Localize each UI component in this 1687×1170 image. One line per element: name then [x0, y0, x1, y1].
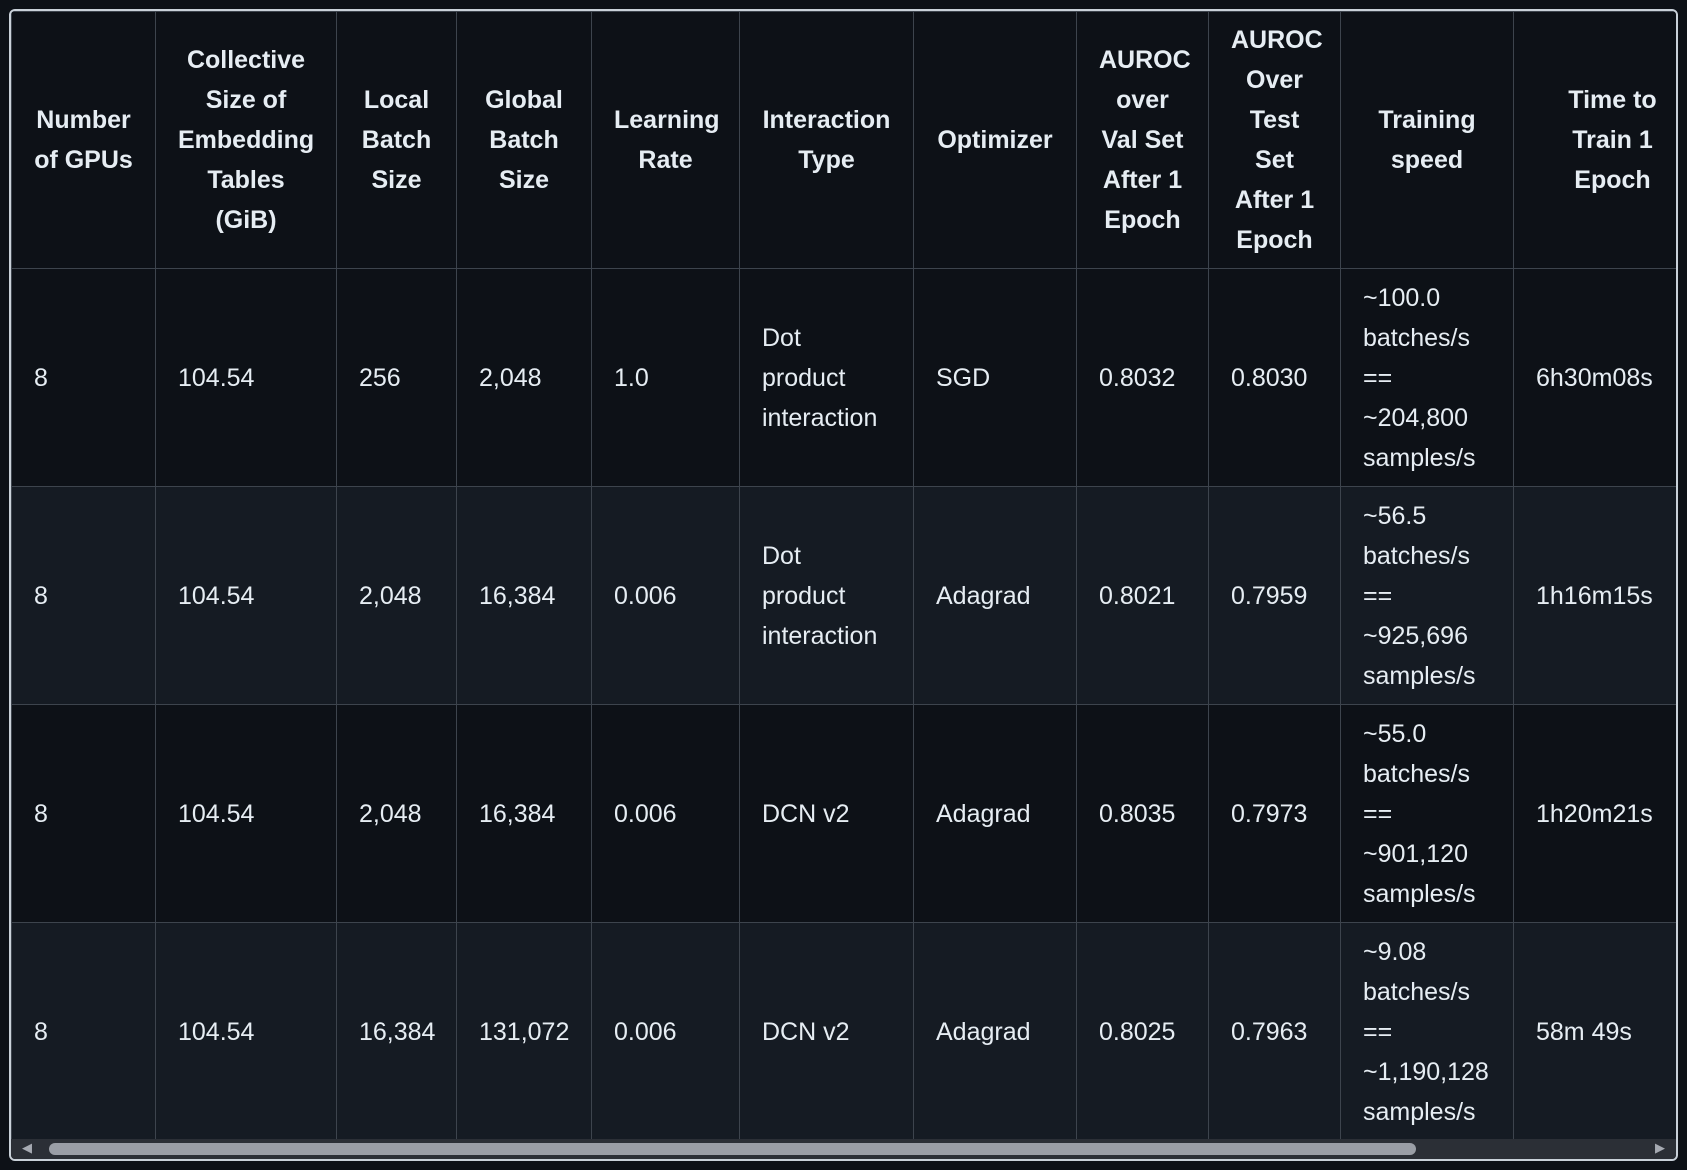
table-cell: 104.54 — [155, 922, 337, 1141]
table-cell: ~56.5 batches/s == ~925,696 samples/s — [1340, 486, 1514, 705]
table-cell: DCN v2 — [739, 922, 914, 1141]
table-cell: 16,384 — [456, 486, 592, 705]
table-cell: 0.006 — [591, 486, 740, 705]
table-cell: 0.006 — [591, 704, 740, 923]
horizontal-scrollbar[interactable]: ◀ ▶ — [11, 1139, 1676, 1159]
table-scroll-area[interactable]: Number of GPUs Collective Size of Embedd… — [11, 11, 1676, 1143]
table-cell: 104.54 — [155, 486, 337, 705]
header-cell: AUROC Over Test Set After 1 Epoch — [1208, 11, 1341, 269]
table-cell: 6h30m08s — [1513, 268, 1676, 487]
table-cell: 256 — [336, 268, 457, 487]
header-cell: Local Batch Size — [336, 11, 457, 269]
table-row: 8 104.54 2,048 16,384 0.006 DCN v2 Adagr… — [11, 704, 1676, 923]
table-cell: SGD — [913, 268, 1077, 487]
table-cell: Dot product interaction — [739, 486, 914, 705]
table-cell: 0.7959 — [1208, 486, 1341, 705]
table-row: 8 104.54 256 2,048 1.0 Dot product inter… — [11, 268, 1676, 487]
chevron-right-icon[interactable]: ▶ — [1655, 1141, 1665, 1156]
header-cell: Collective Size of Embedding Tables (GiB… — [155, 11, 337, 269]
header-cell: Optimizer — [913, 11, 1077, 269]
table-row: 8 104.54 2,048 16,384 0.006 Dot product … — [11, 486, 1676, 705]
table-cell: 0.8021 — [1076, 486, 1209, 705]
table-cell: 131,072 — [456, 922, 592, 1141]
table-cell: 8 — [11, 704, 156, 923]
table-cell: ~9.08 batches/s == ~1,190,128 samples/s — [1340, 922, 1514, 1141]
table-cell: 8 — [11, 922, 156, 1141]
table-cell: Adagrad — [913, 486, 1077, 705]
table-cell: 0.8030 — [1208, 268, 1341, 487]
results-table: Number of GPUs Collective Size of Embedd… — [11, 11, 1676, 1141]
header-cell: Learning Rate — [591, 11, 740, 269]
table-cell: 2,048 — [336, 486, 457, 705]
header-cell: AUROC over Val Set After 1 Epoch — [1076, 11, 1209, 269]
table-cell: 0.8025 — [1076, 922, 1209, 1141]
table-cell: 0.006 — [591, 922, 740, 1141]
table-cell: 2,048 — [336, 704, 457, 923]
table-cell: Dot product interaction — [739, 268, 914, 487]
table-cell: 0.7963 — [1208, 922, 1341, 1141]
table-row: 8 104.54 16,384 131,072 0.006 DCN v2 Ada… — [11, 922, 1676, 1141]
chevron-left-icon[interactable]: ◀ — [22, 1141, 32, 1156]
header-cell: Interaction Type — [739, 11, 914, 269]
table-cell: ~100.0 batches/s == ~204,800 samples/s — [1340, 268, 1514, 487]
table-cell: Adagrad — [913, 922, 1077, 1141]
scrollbar-thumb[interactable] — [49, 1143, 1416, 1155]
table-cell: Adagrad — [913, 704, 1077, 923]
table-cell: 1.0 — [591, 268, 740, 487]
header-cell: Training speed — [1340, 11, 1514, 269]
table-cell: 0.8035 — [1076, 704, 1209, 923]
table-cell: 16,384 — [456, 704, 592, 923]
table-cell: 8 — [11, 486, 156, 705]
table-cell: DCN v2 — [739, 704, 914, 923]
table-cell: 16,384 — [336, 922, 457, 1141]
header-cell: Global Batch Size — [456, 11, 592, 269]
table-cell: 0.7973 — [1208, 704, 1341, 923]
header-cell: Time to Train 1 Epoch — [1513, 11, 1676, 269]
table-cell: 8 — [11, 268, 156, 487]
table-cell: 104.54 — [155, 704, 337, 923]
table-cell: 104.54 — [155, 268, 337, 487]
header-row: Number of GPUs Collective Size of Embedd… — [11, 11, 1676, 269]
table-cell: 1h20m21s — [1513, 704, 1676, 923]
table-cell: ~55.0 batches/s == ~901,120 samples/s — [1340, 704, 1514, 923]
header-cell: Number of GPUs — [11, 11, 156, 269]
table-container: Number of GPUs Collective Size of Embedd… — [9, 9, 1678, 1161]
table-cell: 1h16m15s — [1513, 486, 1676, 705]
table-cell: 2,048 — [456, 268, 592, 487]
table-cell: 0.8032 — [1076, 268, 1209, 487]
table-cell: 58m 49s — [1513, 922, 1676, 1141]
